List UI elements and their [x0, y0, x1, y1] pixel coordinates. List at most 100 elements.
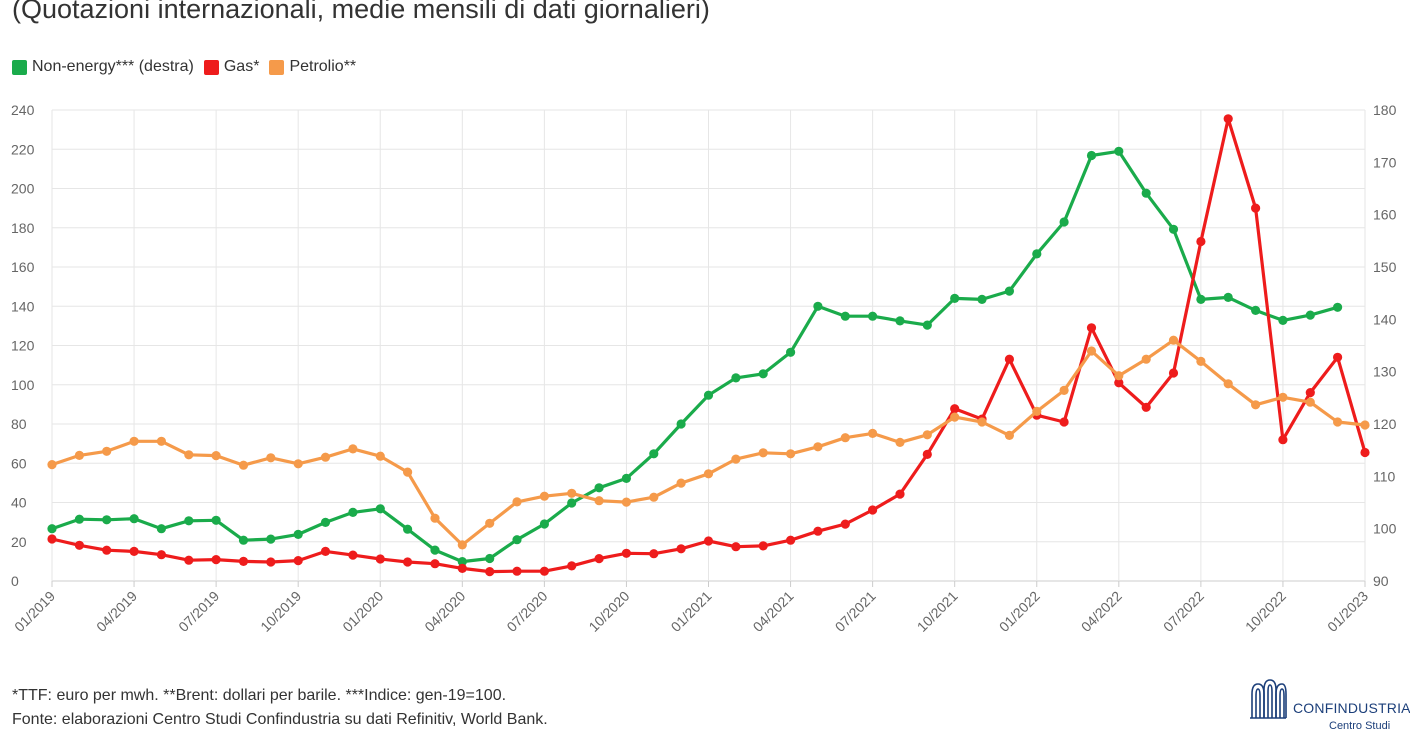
data-point-non-energy — [1305, 310, 1315, 320]
y-right-tick-label: 180 — [1373, 102, 1397, 118]
data-point-petrolio — [539, 491, 550, 501]
data-point-petrolio — [594, 496, 604, 506]
x-tick-label: 01/2021 — [668, 588, 715, 635]
data-point-non-energy — [594, 483, 604, 493]
data-point-non-energy — [485, 553, 495, 564]
data-point-gas — [676, 544, 686, 554]
data-point-non-energy — [1059, 217, 1069, 227]
data-point-gas — [594, 554, 604, 564]
data-point-non-energy — [320, 517, 331, 527]
y-left-tick-label: 220 — [11, 141, 35, 157]
data-point-gas — [266, 557, 276, 567]
data-point-non-energy — [621, 473, 632, 483]
y-right-tick-label: 170 — [1373, 154, 1397, 170]
data-point-non-energy — [266, 534, 276, 544]
data-point-petrolio — [649, 492, 659, 502]
data-point-non-energy — [1141, 188, 1151, 198]
y-right-tick-label: 130 — [1373, 364, 1397, 380]
data-point-non-energy — [375, 504, 385, 514]
data-point-petrolio — [238, 460, 249, 470]
x-tick-label: 01/2023 — [1324, 588, 1371, 635]
data-point-non-energy — [1251, 305, 1261, 315]
data-point-non-energy — [950, 293, 960, 303]
y-left-tick-label: 0 — [11, 573, 19, 589]
y-right-tick-label: 120 — [1373, 416, 1397, 432]
data-point-gas — [74, 540, 84, 550]
data-point-non-energy — [156, 524, 166, 534]
x-tick-label: 04/2020 — [421, 588, 468, 635]
data-point-gas — [731, 542, 741, 552]
data-point-gas — [621, 548, 632, 558]
data-point-petrolio — [74, 450, 84, 460]
data-point-non-energy — [1278, 315, 1288, 325]
data-point-gas — [430, 559, 440, 569]
y-left-tick-label: 120 — [11, 338, 35, 354]
legend-swatch-petrolio — [269, 59, 285, 75]
data-point-petrolio — [1360, 420, 1370, 430]
data-point-non-energy — [184, 516, 194, 526]
data-point-petrolio — [567, 488, 577, 498]
y-left-tick-label: 160 — [11, 259, 35, 275]
data-point-petrolio — [1278, 392, 1288, 402]
data-point-non-energy — [211, 515, 221, 525]
data-point-gas — [403, 557, 413, 567]
data-point-gas — [1114, 378, 1124, 388]
data-point-petrolio — [950, 412, 960, 422]
data-point-petrolio — [922, 430, 932, 440]
data-point-non-energy — [512, 535, 522, 545]
y-right-tick-label: 160 — [1373, 207, 1397, 223]
y-left-tick-label: 40 — [11, 495, 27, 511]
data-point-gas — [211, 555, 221, 565]
data-point-petrolio — [403, 467, 413, 477]
data-point-petrolio — [1333, 417, 1343, 427]
data-point-non-energy — [129, 514, 139, 524]
y-right-tick-label: 90 — [1373, 573, 1389, 589]
legend-item-petrolio[interactable]: Petrolio** — [269, 58, 356, 76]
legend-item-gas[interactable]: Gas* — [203, 58, 260, 76]
data-point-gas — [1141, 402, 1151, 412]
x-tick-label: 04/2021 — [750, 588, 797, 635]
data-point-gas — [1278, 435, 1288, 445]
footnotes: *TTF: euro per mwh. **Brent: dollari per… — [12, 684, 548, 732]
data-point-non-energy — [813, 301, 823, 311]
data-point-gas — [1059, 417, 1069, 427]
data-point-petrolio — [156, 436, 166, 446]
data-point-non-energy — [703, 390, 714, 400]
data-point-gas — [293, 556, 303, 566]
data-point-petrolio — [184, 450, 194, 460]
data-point-gas — [348, 550, 358, 560]
legend-label-gas: Gas* — [223, 58, 260, 75]
data-point-non-energy — [457, 557, 467, 567]
x-tick-label: 04/2019 — [93, 588, 140, 635]
legend-swatch-gas — [203, 59, 219, 75]
data-point-petrolio — [868, 428, 878, 438]
data-point-petrolio — [485, 518, 495, 528]
y-left-tick-label: 20 — [11, 534, 27, 550]
data-point-petrolio — [102, 446, 112, 456]
data-point-petrolio — [621, 497, 632, 507]
data-point-petrolio — [731, 454, 741, 464]
data-point-gas — [129, 546, 139, 556]
x-tick-label: 10/2020 — [585, 588, 632, 635]
data-point-non-energy — [293, 529, 303, 539]
x-tick-label: 04/2022 — [1078, 588, 1125, 635]
data-point-petrolio — [320, 452, 331, 462]
data-point-gas — [539, 566, 550, 576]
data-point-non-energy — [47, 524, 57, 534]
data-point-non-energy — [676, 419, 686, 429]
data-point-non-energy — [539, 519, 550, 529]
data-point-non-energy — [922, 320, 932, 330]
data-point-petrolio — [703, 469, 714, 479]
data-point-petrolio — [1032, 406, 1042, 416]
data-point-gas — [786, 535, 796, 545]
logo-name: CONFINDUSTRIA — [1293, 700, 1410, 716]
data-point-gas — [512, 566, 522, 576]
data-point-non-energy — [1086, 150, 1097, 161]
legend-item-non-energy[interactable]: Non-energy*** (destra) — [12, 58, 194, 76]
data-point-gas — [1360, 447, 1370, 458]
data-point-gas — [238, 556, 249, 566]
chart-title: (Quotazioni internazionali, medie mensil… — [12, 0, 710, 24]
y-left-tick-label: 100 — [11, 377, 35, 393]
y-left-tick-label: 200 — [11, 181, 35, 197]
data-point-non-energy — [977, 294, 987, 304]
